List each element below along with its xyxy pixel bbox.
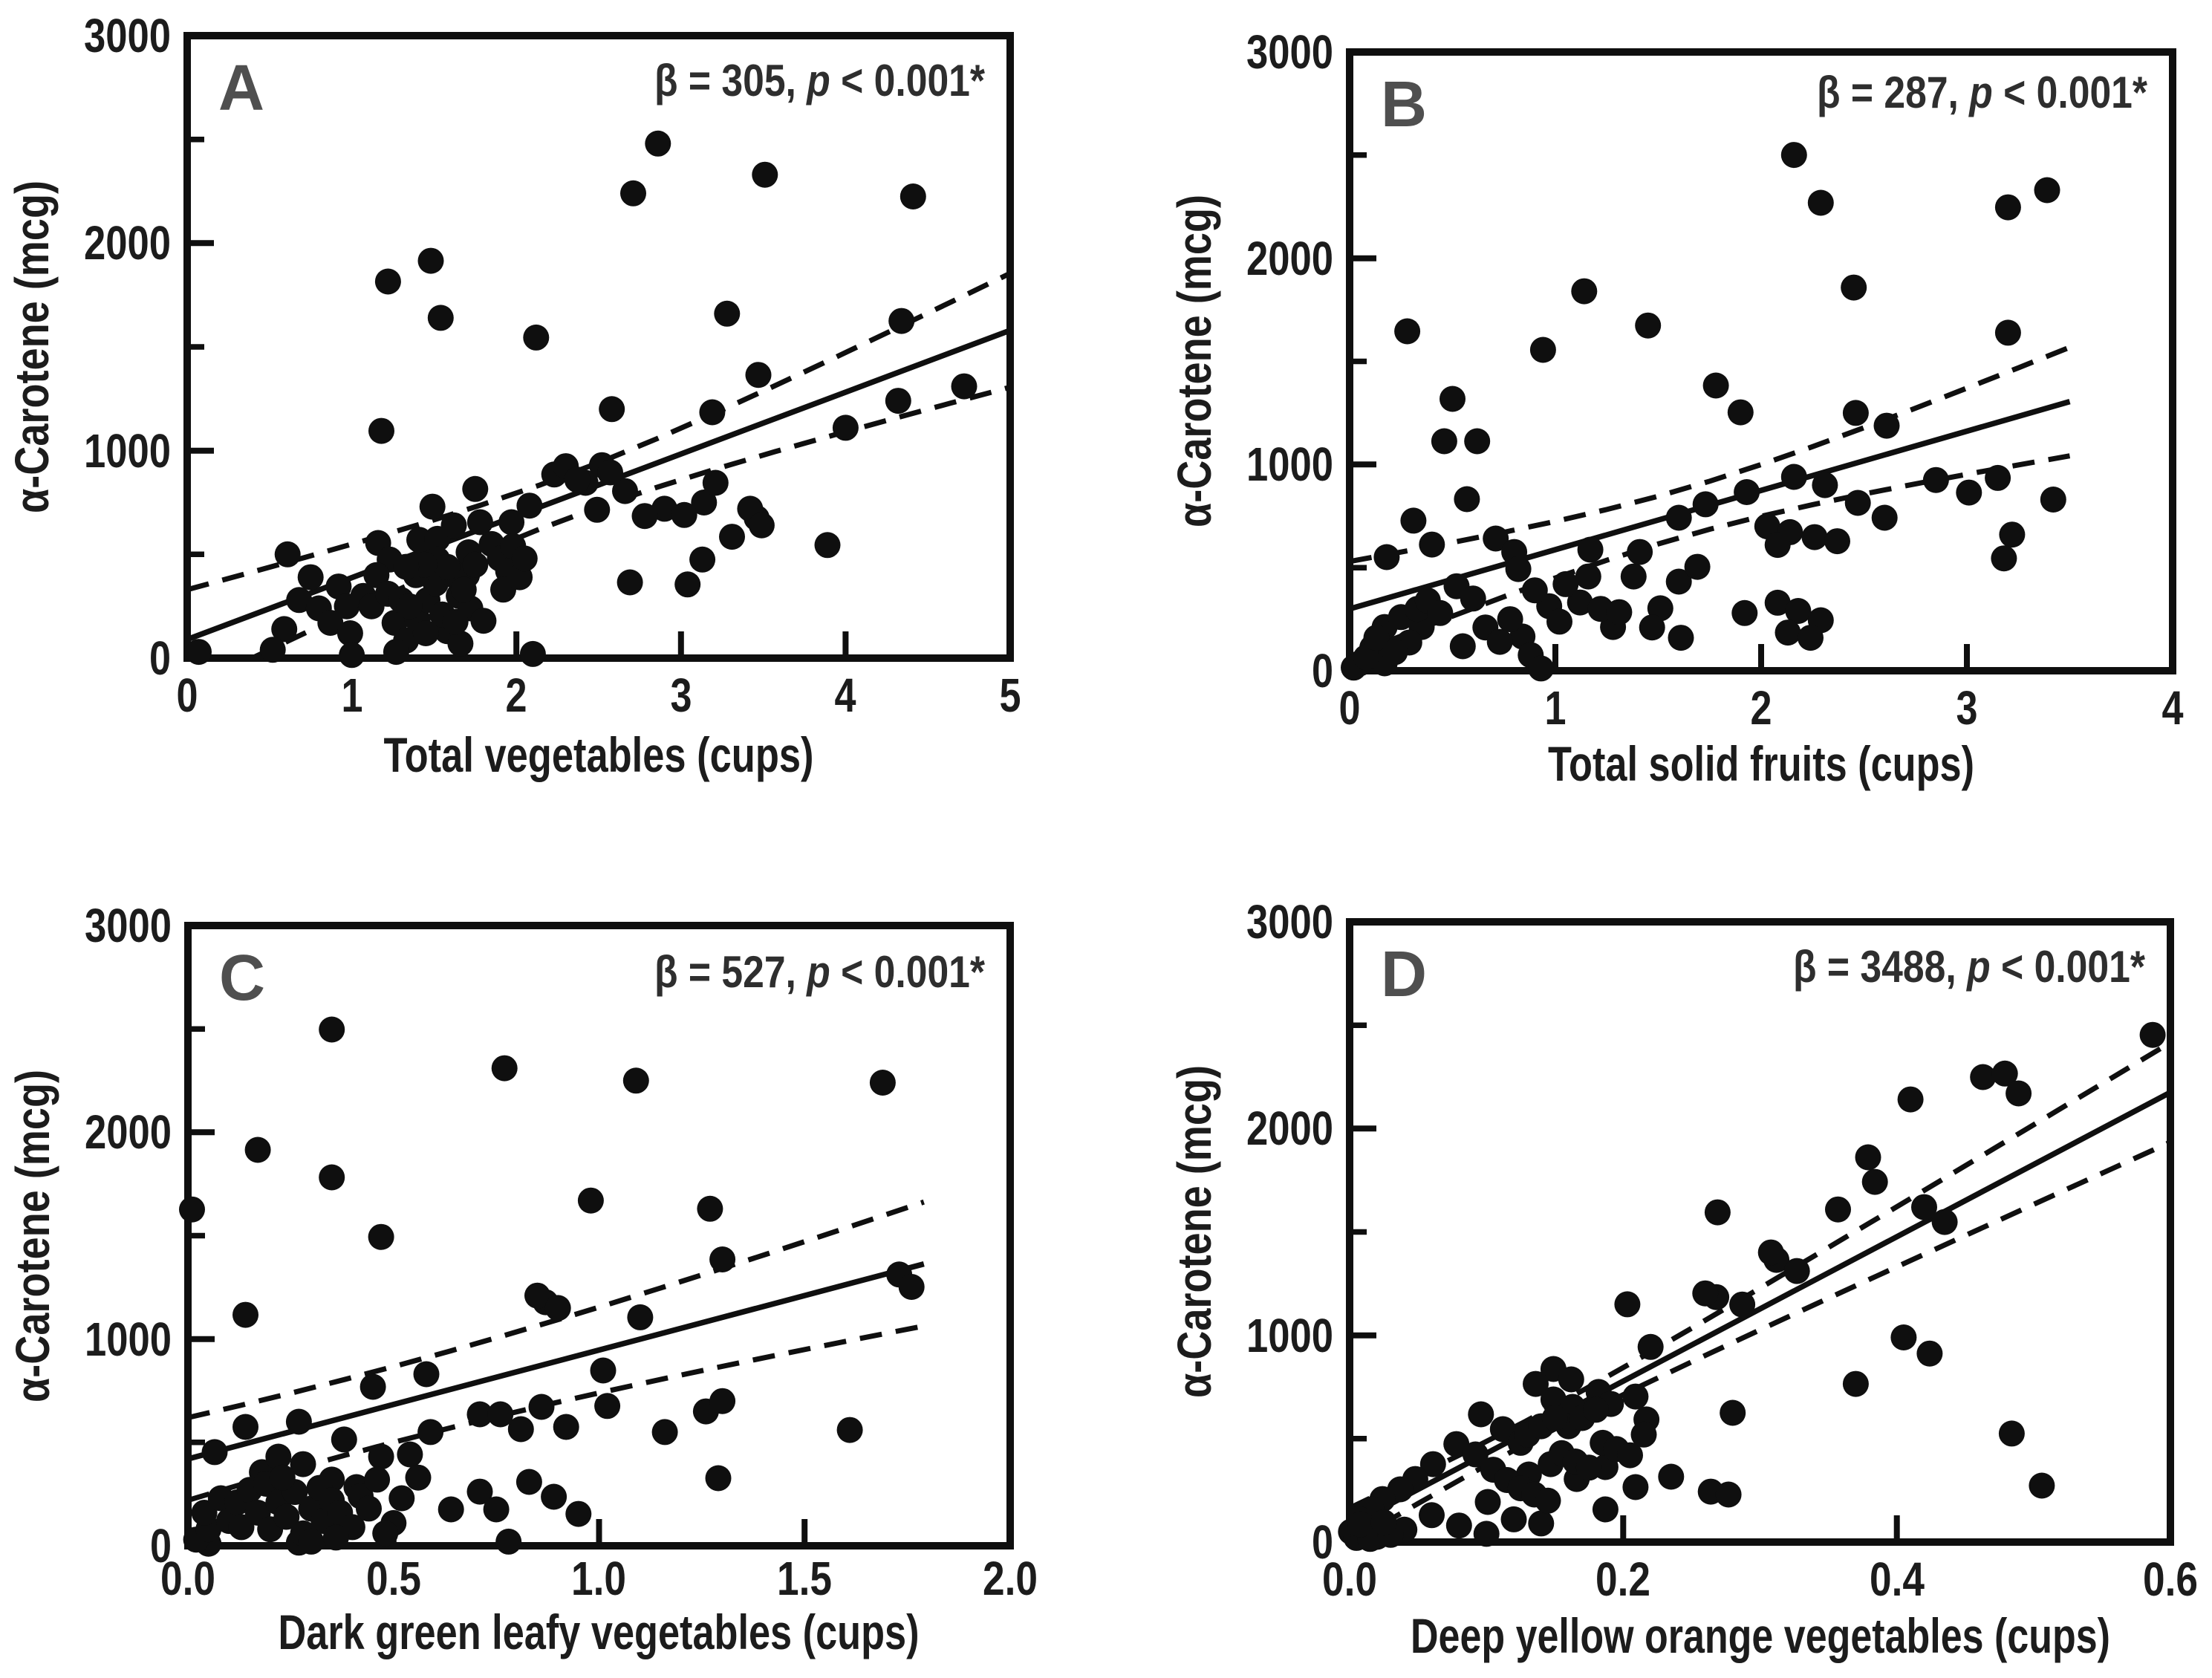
svg-text:0.4: 0.4 <box>1870 1552 1925 1606</box>
svg-text:3000: 3000 <box>1246 25 1333 79</box>
svg-text:0: 0 <box>1339 681 1361 735</box>
svg-text:2: 2 <box>1751 681 1772 735</box>
svg-text:2000: 2000 <box>1246 1102 1333 1155</box>
svg-text:α-Carotene (mcg): α-Carotene (mcg) <box>1168 195 1221 527</box>
svg-text:1000: 1000 <box>1246 1309 1333 1362</box>
svg-text:0.2: 0.2 <box>1595 1552 1650 1606</box>
svg-text:Total solid fruits (cups): Total solid fruits (cups) <box>1548 736 1974 791</box>
svg-text:1: 1 <box>1545 681 1567 735</box>
svg-text:1000: 1000 <box>84 424 171 478</box>
svg-text:0: 0 <box>150 1519 172 1573</box>
svg-text:β = 527, p < 0.001*: β = 527, p < 0.001* <box>654 947 986 997</box>
svg-text:0: 0 <box>1312 644 1333 697</box>
svg-text:3000: 3000 <box>1246 895 1333 949</box>
svg-text:1.5: 1.5 <box>777 1552 832 1605</box>
svg-text:A: A <box>218 52 264 124</box>
svg-text:3: 3 <box>1956 681 1978 735</box>
svg-text:2000: 2000 <box>85 1105 172 1159</box>
svg-text:0: 0 <box>1312 1515 1333 1569</box>
svg-text:Total vegetables (cups): Total vegetables (cups) <box>384 727 814 782</box>
svg-text:0.6: 0.6 <box>2143 1552 2198 1606</box>
svg-text:B: B <box>1381 68 1427 140</box>
svg-text:β = 287, p < 0.001*: β = 287, p < 0.001* <box>1817 68 2148 117</box>
svg-text:β = 3488, p < 0.001*: β = 3488, p < 0.001* <box>1793 942 2146 992</box>
svg-text:1000: 1000 <box>1246 438 1333 491</box>
svg-text:α-Carotene (mcg): α-Carotene (mcg) <box>1168 1065 1221 1398</box>
svg-text:3000: 3000 <box>85 899 172 952</box>
svg-text:D: D <box>1381 938 1427 1010</box>
svg-text:0.5: 0.5 <box>366 1552 421 1605</box>
svg-text:5: 5 <box>1000 669 1021 722</box>
svg-text:α-Carotene (mcg): α-Carotene (mcg) <box>6 1070 59 1402</box>
svg-text:3000: 3000 <box>84 9 171 62</box>
svg-text:0: 0 <box>177 669 198 722</box>
svg-text:0.0: 0.0 <box>1322 1552 1377 1606</box>
svg-text:2000: 2000 <box>84 216 171 270</box>
svg-text:1: 1 <box>342 669 363 722</box>
svg-text:4: 4 <box>835 669 856 722</box>
svg-text:Deep yellow orange vegetables: Deep yellow orange vegetables (cups) <box>1411 1608 2110 1663</box>
svg-text:2: 2 <box>506 669 527 722</box>
svg-text:0.0: 0.0 <box>160 1552 215 1605</box>
svg-text:3: 3 <box>671 669 692 722</box>
svg-text:1000: 1000 <box>85 1313 172 1366</box>
svg-text:2.0: 2.0 <box>983 1552 1038 1605</box>
svg-text:α-Carotene (mcg): α-Carotene (mcg) <box>5 181 59 513</box>
svg-text:Dark green leafy vegetables (c: Dark green leafy vegetables (cups) <box>279 1604 920 1659</box>
svg-text:C: C <box>219 942 265 1014</box>
svg-text:1.0: 1.0 <box>571 1552 626 1605</box>
svg-text:0: 0 <box>149 631 171 685</box>
svg-text:4: 4 <box>2162 681 2184 735</box>
svg-text:2000: 2000 <box>1246 232 1333 285</box>
svg-text:β = 305, p < 0.001*: β = 305, p < 0.001* <box>654 56 986 105</box>
